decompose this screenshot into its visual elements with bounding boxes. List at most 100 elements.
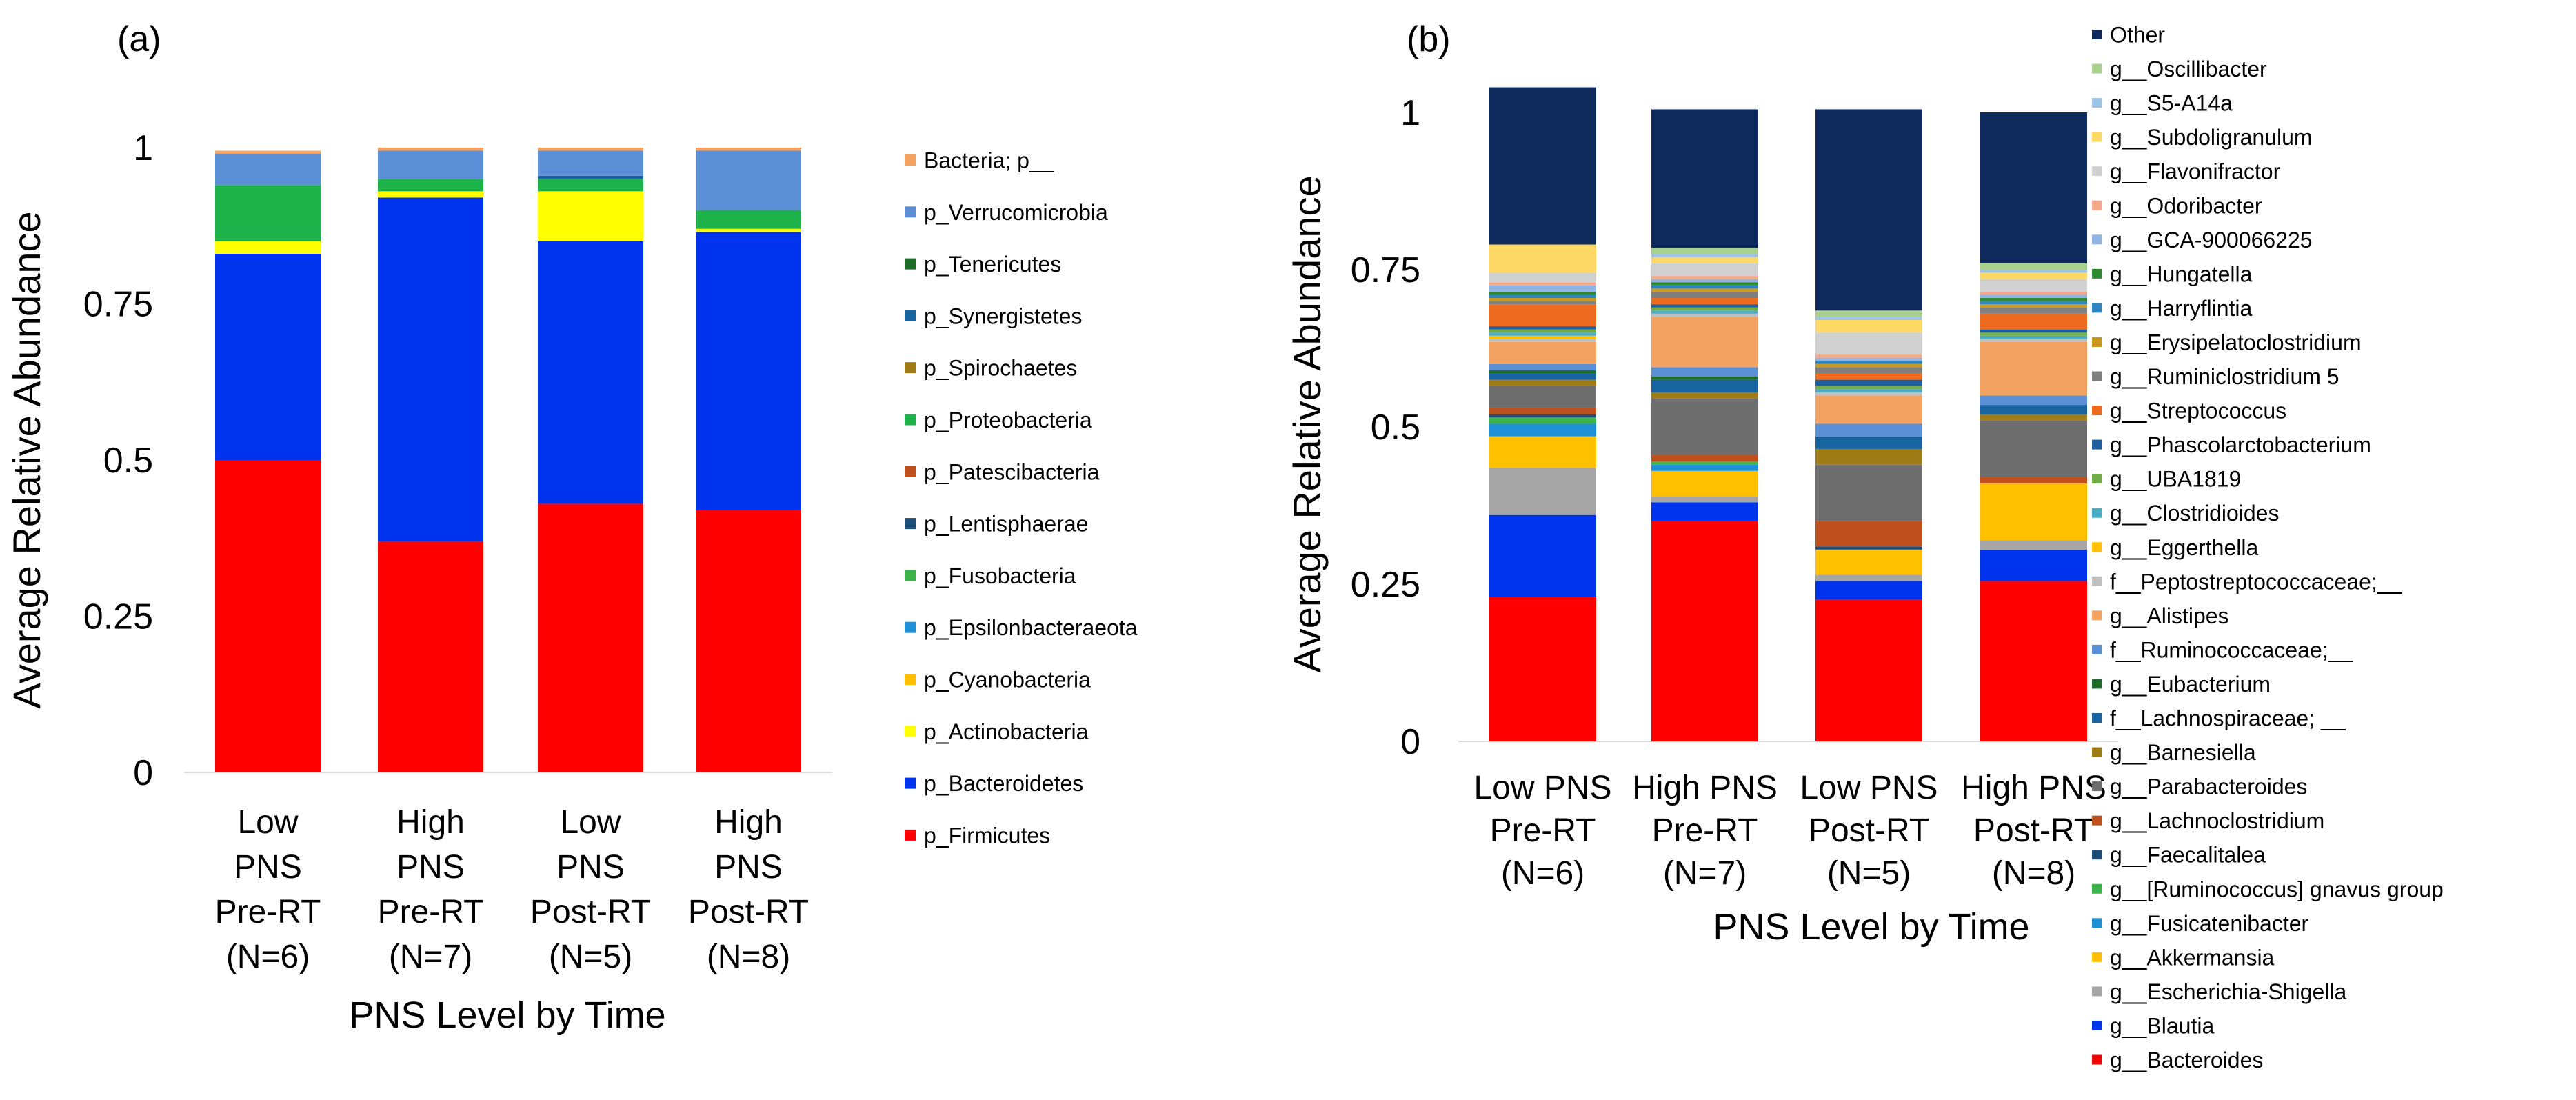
chart-b-legend-swatch: [2092, 883, 2102, 894]
chart-b-legend-label: f__Lachnospiraceae; __: [2110, 706, 2346, 731]
chart-b-bar-segment: [1815, 581, 1922, 600]
chart-a-category-label: Low: [560, 804, 621, 841]
chart-a-legend-swatch: [905, 258, 916, 270]
chart-b-bar-segment: [1489, 436, 1596, 468]
chart-b-bar-segment: [1980, 341, 2087, 396]
chart-a-legend-swatch: [905, 726, 916, 737]
chart-b-bar-segment: [1651, 317, 1758, 368]
chart-a-bar-segment: [696, 210, 801, 229]
chart-b-bar-segment: [1815, 599, 1922, 741]
chart-b-legend-swatch: [2092, 986, 2102, 997]
chart-b-legend-label: g__Clostridioides: [2110, 501, 2279, 526]
chart-b-bar-segment: [1489, 272, 1596, 283]
chart-b-legend-label: g__Eggerthella: [2110, 535, 2258, 560]
chart-b-legend-swatch: [2092, 781, 2102, 792]
chart-a-legend-label: p_Epsilonbacteraeota: [924, 615, 1138, 640]
chart-b-bar-segment: [1980, 420, 2087, 477]
chart-b-legend-label: f__Ruminococcaceae;__: [2110, 637, 2353, 662]
chart-a-bar-segment: [378, 191, 483, 198]
chart-b-bar-segment: [1815, 574, 1922, 581]
chart-b-bar-segment: [1980, 549, 2087, 581]
chart-b-category-label: Post-RT: [1973, 812, 2094, 849]
chart-a-legend-swatch: [905, 518, 916, 530]
chart-b-category-label: High PNS: [1961, 770, 2106, 806]
chart-b-bar-segment: [1489, 298, 1596, 301]
chart-b-bar-segment: [1980, 405, 2087, 414]
chart-b-legend-swatch: [2092, 918, 2102, 928]
chart-b-bar-segment: [1651, 307, 1758, 311]
chart-a-bar-segment: [696, 150, 801, 210]
chart-b-legend-label: g__Bacteroides: [2110, 1048, 2263, 1072]
chart-b-bar-segment: [1980, 329, 2087, 333]
chart-b-legend-swatch: [2092, 747, 2102, 757]
chart-b-bar-segment: [1815, 363, 1922, 368]
chart-a-ytick-label: 0.5: [103, 441, 153, 481]
chart-b-legend-swatch: [2092, 474, 2102, 484]
chart-b-bar-segment: [1980, 395, 2087, 406]
chart-b-legend-swatch: [2092, 679, 2102, 689]
chart-b-bar-segment: [1489, 294, 1596, 299]
chart-b-legend-label: g__Flavonifractor: [2110, 159, 2281, 184]
chart-a-legend-swatch: [905, 777, 916, 789]
chart-a-legend-label: p_Fusobacteria: [924, 563, 1076, 588]
chart-a-bar-segment: [378, 197, 483, 541]
chart-b-bar-segment: [1489, 326, 1596, 330]
chart-a-category-label: High: [396, 804, 465, 841]
chart-b-bar-segment: [1489, 332, 1596, 336]
chart-b-legend-label: Other: [2110, 23, 2165, 48]
chart-b-legend-label: g__Barnesiella: [2110, 740, 2256, 765]
chart-a-legend-swatch: [905, 570, 916, 581]
chart-b-bar-segment: [1651, 257, 1758, 263]
chart-b-bar-segment: [1815, 521, 1922, 547]
chart-b-bar-segment: [1815, 392, 1922, 396]
chart-b-bar-segment: [1815, 395, 1922, 424]
chart-b-legend-label: g__Streptococcus: [2110, 399, 2286, 423]
chart-b-bar-segment: [1980, 298, 2087, 301]
chart-b-legend-label: g__Blautia: [2110, 1013, 2214, 1038]
chart-b-bar-segment: [1651, 310, 1758, 314]
chart-b-bar-segment: [1815, 546, 1922, 550]
chart-b-bar-segment: [1651, 367, 1758, 377]
chart-b-legend-swatch: [2092, 1020, 2102, 1030]
chart-a-bar-segment: [538, 191, 643, 241]
chart-b-bar-segment: [1651, 288, 1758, 292]
chart-b-ytick-label: 0: [1400, 722, 1420, 762]
chart-b-category-label: Pre-RT: [1490, 812, 1596, 849]
chart-a-bar-segment: [538, 241, 643, 504]
chart-b-category-label: (N=7): [1663, 855, 1747, 892]
chart-b-legend-swatch: [2092, 337, 2102, 347]
chart-a-legend: Bacteria; p__ p_Verrucomicrobia p_Tenericu…: [905, 148, 1138, 848]
chart-b-legend-label: g__Fusicatenibacter: [2110, 911, 2309, 936]
chart-a-ytick-label: 1: [133, 128, 153, 168]
chart-b-legend-swatch: [2092, 850, 2102, 860]
chart-b-bar-segment: [1489, 244, 1596, 273]
chart-b-bar-segment: [1651, 464, 1758, 471]
chart-b-legend: Other g__Oscillibacter g__S5-A14a g__Subdol…: [2092, 23, 2444, 1072]
chart-a-ytick-label: 0.75: [83, 285, 153, 325]
chart-b-bar-segment: [1489, 87, 1596, 245]
chart-b-bar-segment: [1651, 392, 1758, 399]
chart-b-bar-segment: [1815, 448, 1922, 465]
chart-b-legend-swatch: [2092, 1054, 2102, 1065]
chart-b-bar-segment: [1651, 313, 1758, 317]
chart-b-bar-segment: [1980, 332, 2087, 336]
chart-a-legend-swatch: [905, 414, 916, 426]
chart-b-bar-segment: [1815, 354, 1922, 358]
chart-b-legend-swatch: [2092, 815, 2102, 826]
chart-b-legend-swatch: [2092, 542, 2102, 552]
chart-b-legend-swatch: [2092, 406, 2102, 416]
chart-b-legend-swatch: [2092, 132, 2102, 142]
chart-b-bar-segment: [1489, 468, 1596, 515]
chart-b-bar-segment: [1980, 270, 2087, 273]
chart-a-bar-segment: [215, 150, 321, 154]
chart-b-legend-label: g__Oscillibacter: [2110, 57, 2267, 81]
chart-b-bar-segment: [1489, 417, 1596, 424]
chart-b-bar-segment: [1651, 109, 1758, 248]
chart-b-legend-swatch: [2092, 644, 2102, 654]
chart-b-legend-label: g__Lachnoclostridium: [2110, 808, 2324, 833]
chart-b-ytick-label: 1: [1400, 93, 1420, 133]
chart-b-bar-segment: [1980, 335, 2087, 339]
chart-a-legend-label: p_Actinobacteria: [924, 719, 1089, 744]
chart-b-bar-segment: [1489, 423, 1596, 437]
